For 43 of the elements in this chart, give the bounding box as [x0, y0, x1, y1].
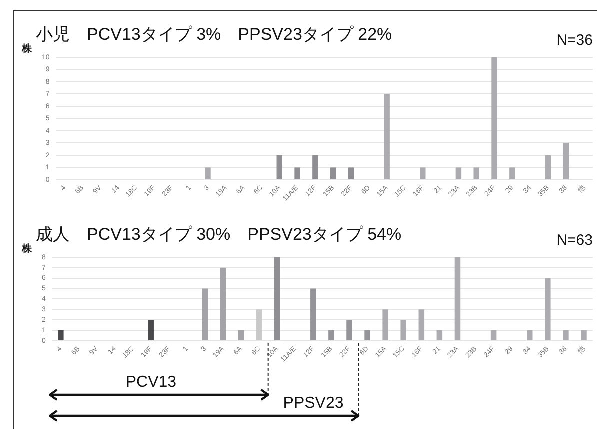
bar: [456, 168, 462, 180]
bar: [454, 257, 461, 340]
bar: [346, 320, 352, 340]
bar: [202, 288, 208, 340]
bar: [148, 320, 154, 340]
bar: [526, 330, 533, 340]
bar: [384, 94, 390, 180]
text: N=36: [556, 32, 593, 50]
bar: [563, 330, 569, 340]
bar: [418, 310, 425, 340]
bar: [348, 168, 354, 180]
bar: [382, 310, 388, 340]
y-axis-title: 株: [21, 42, 33, 55]
bar: [328, 330, 334, 340]
bar: [238, 330, 244, 340]
bar: [220, 268, 226, 340]
bar: [276, 155, 282, 180]
bar: [205, 168, 211, 180]
bar: [563, 143, 570, 180]
bar: [474, 168, 480, 180]
text: PCV13: [126, 374, 177, 392]
bar: [545, 155, 552, 180]
bar: [490, 330, 497, 340]
bar: [436, 330, 443, 340]
bar: [492, 57, 498, 180]
bar: [400, 320, 406, 340]
chart-title: 成人 PCV13タイプ 30% PPSV23タイプ 54%: [36, 224, 402, 244]
text: PPSV23: [283, 395, 344, 413]
bar: [330, 168, 336, 180]
bar: [310, 288, 316, 340]
bar: [364, 330, 370, 340]
bar: [294, 168, 300, 180]
bar: [545, 278, 551, 340]
text: N=63: [556, 232, 593, 250]
bar: [420, 168, 426, 180]
bar: [274, 257, 280, 340]
bar: [312, 155, 318, 180]
bar: [58, 330, 64, 340]
bar: [256, 310, 262, 340]
chart-title: 小児 PCV13タイプ 3% PPSV23タイプ 22%: [36, 24, 392, 44]
bar: [510, 168, 516, 180]
y-axis-title: 株: [21, 242, 33, 255]
bar: [581, 330, 587, 340]
